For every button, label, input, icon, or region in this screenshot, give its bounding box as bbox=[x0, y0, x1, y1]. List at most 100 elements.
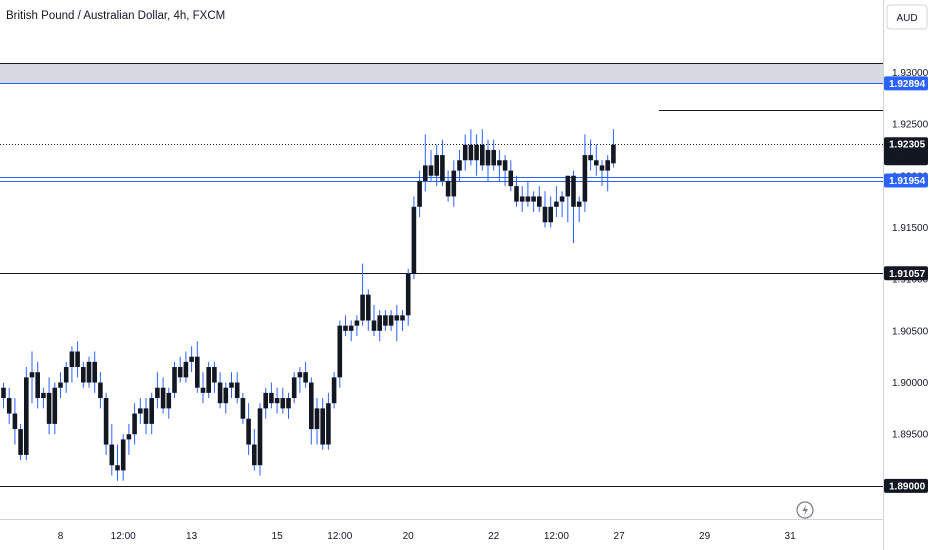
price-tag-label: 1.91954 bbox=[889, 176, 926, 187]
candle bbox=[160, 377, 166, 414]
candle-body bbox=[183, 361, 189, 378]
candle bbox=[326, 392, 331, 450]
candle bbox=[388, 310, 394, 331]
candle-body bbox=[6, 398, 12, 414]
candle bbox=[423, 134, 428, 192]
candle-body bbox=[160, 387, 166, 409]
candle bbox=[314, 398, 320, 445]
candle bbox=[445, 170, 451, 202]
time-tick-label: 29 bbox=[699, 531, 711, 542]
time-tick-label: 31 bbox=[785, 531, 797, 542]
chart-title: British Pound / Australian Dollar, 4h, F… bbox=[6, 10, 226, 22]
candle-body bbox=[314, 408, 320, 430]
candle-body bbox=[86, 361, 92, 383]
candle-body bbox=[411, 206, 417, 274]
candle bbox=[400, 310, 405, 331]
candle bbox=[234, 372, 240, 404]
candle-body bbox=[417, 180, 422, 207]
candle bbox=[348, 320, 354, 342]
candle bbox=[18, 423, 23, 461]
candle bbox=[12, 398, 18, 445]
candle bbox=[189, 346, 194, 373]
candle bbox=[246, 403, 251, 455]
candle bbox=[480, 129, 485, 171]
price-tag bbox=[884, 137, 928, 166]
candle-body bbox=[12, 413, 18, 430]
candle-body bbox=[263, 392, 268, 409]
candle-body bbox=[451, 170, 457, 197]
candle bbox=[582, 134, 588, 212]
candle bbox=[120, 434, 126, 481]
candle-body bbox=[29, 372, 35, 378]
candle-body bbox=[514, 186, 519, 202]
candle-body bbox=[497, 160, 502, 166]
time-tick-label: 12:00 bbox=[327, 531, 352, 542]
candle-body bbox=[109, 444, 115, 466]
candle bbox=[525, 180, 531, 207]
candle-body bbox=[98, 382, 103, 399]
candle-body bbox=[58, 382, 63, 388]
candle bbox=[240, 392, 246, 424]
candle-body bbox=[337, 325, 343, 378]
price-tag bbox=[884, 478, 928, 493]
candle-body bbox=[212, 367, 217, 383]
currency-button[interactable] bbox=[886, 4, 928, 30]
candle bbox=[519, 186, 525, 212]
candle bbox=[394, 304, 400, 342]
time-tick-label: 27 bbox=[614, 531, 626, 542]
candle-body bbox=[525, 196, 531, 202]
price-tick-label: 1.93000 bbox=[892, 68, 929, 79]
candle bbox=[360, 263, 365, 326]
candle bbox=[286, 392, 291, 419]
candle bbox=[537, 186, 542, 212]
candle bbox=[155, 372, 160, 409]
resistance-zone[interactable] bbox=[0, 63, 883, 84]
candle-body bbox=[366, 294, 371, 321]
candle bbox=[206, 361, 211, 399]
candle-body bbox=[103, 398, 109, 445]
candle bbox=[166, 387, 172, 419]
candle-body bbox=[223, 387, 229, 404]
candle-body bbox=[462, 144, 468, 161]
candle-body bbox=[166, 392, 172, 409]
candle bbox=[263, 387, 268, 419]
candle bbox=[217, 372, 223, 409]
lightning-icon[interactable] bbox=[796, 501, 814, 519]
time-tick-label: 20 bbox=[403, 531, 415, 542]
candle-body bbox=[445, 180, 451, 197]
candle bbox=[52, 382, 58, 435]
candle bbox=[343, 315, 348, 337]
candle-body bbox=[229, 382, 234, 388]
candle-body bbox=[81, 367, 86, 383]
candle-body bbox=[457, 160, 462, 171]
candle-body bbox=[92, 361, 97, 383]
candle bbox=[81, 361, 86, 388]
candle bbox=[451, 160, 457, 207]
candle-body bbox=[195, 356, 200, 388]
candle-body bbox=[274, 398, 280, 404]
candle-body bbox=[252, 444, 257, 466]
candle-body bbox=[286, 398, 291, 409]
candle-body bbox=[132, 413, 137, 435]
candle bbox=[223, 382, 229, 414]
candle bbox=[371, 304, 377, 337]
candle bbox=[109, 423, 115, 476]
candle-body bbox=[559, 196, 565, 202]
candle bbox=[468, 129, 474, 166]
candle-body bbox=[474, 144, 479, 161]
candle-body bbox=[548, 206, 553, 223]
candle bbox=[172, 361, 177, 399]
candle-body bbox=[599, 165, 605, 171]
candle bbox=[297, 367, 303, 393]
candle bbox=[605, 155, 610, 192]
price-tick-label: 1.90000 bbox=[892, 378, 929, 389]
price-tag bbox=[884, 76, 928, 91]
candle bbox=[1, 382, 6, 409]
candle-body bbox=[52, 387, 58, 424]
candle-body bbox=[1, 387, 6, 399]
price-tag-label: 1.92894 bbox=[889, 79, 926, 90]
candle bbox=[474, 134, 479, 176]
candle bbox=[548, 196, 553, 228]
candle-body bbox=[177, 367, 183, 378]
